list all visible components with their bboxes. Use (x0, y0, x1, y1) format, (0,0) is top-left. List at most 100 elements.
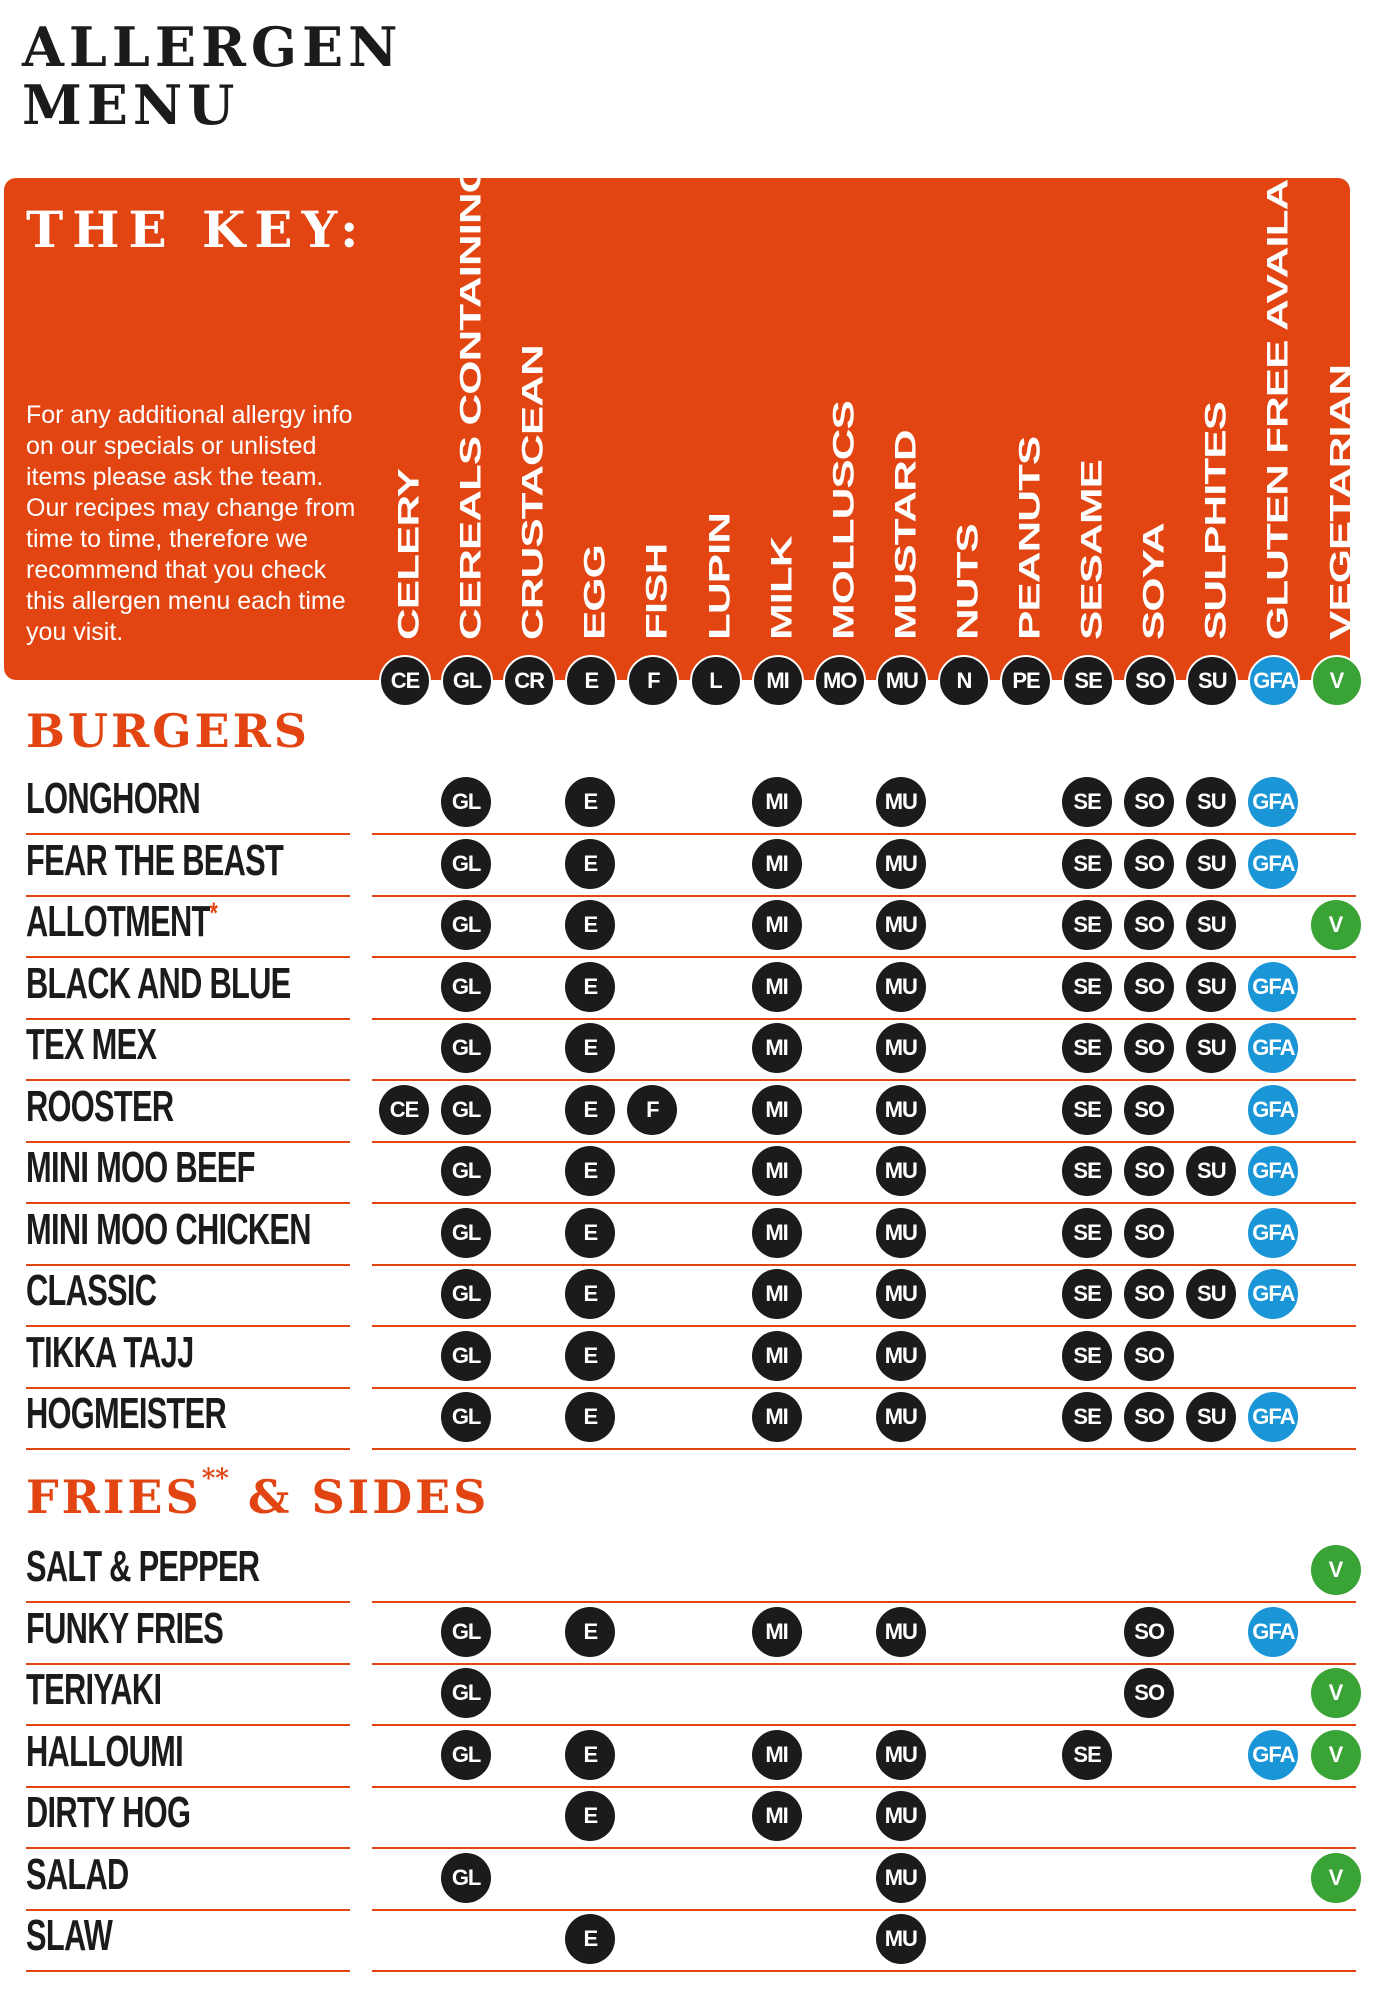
menu-item-name-text: MINI MOO CHICKEN (26, 1204, 312, 1254)
row-divider (372, 1079, 1356, 1081)
allergen-badge-gfa: GFA (1248, 1606, 1299, 1657)
allergen-badge-gfa: GFA (1248, 1023, 1299, 1073)
row-divider (372, 1325, 1356, 1327)
key-badge-ce: CE (379, 655, 431, 707)
title-line-2: MENU (22, 73, 240, 137)
allergen-badge-se: SE (1062, 1084, 1113, 1135)
allergen-badge-se: SE (1062, 961, 1113, 1012)
allergen-badge-se: SE (1062, 900, 1113, 950)
section-title-text: FRIES (26, 1470, 202, 1524)
allergen-badge-so: SO (1124, 1084, 1175, 1135)
allergen-badge-mu: MU (875, 838, 926, 889)
allergen-badge-so: SO (1124, 1023, 1175, 1073)
allergen-badge-gfa: GFA (1248, 961, 1299, 1012)
key-badge-e: E (565, 655, 618, 707)
row-divider (372, 1017, 1356, 1020)
allergen-badge-mu: MU (875, 1729, 926, 1780)
allergen-badge-e: E (565, 1392, 616, 1442)
row-divider (372, 833, 1356, 835)
key-badge-gl: GL (441, 655, 494, 707)
row-divider (26, 956, 350, 958)
allergen-badge-mu: MU (875, 961, 926, 1012)
key-badge-cr: CR (503, 655, 556, 707)
row-divider (26, 1079, 350, 1081)
allergen-badge-so: SO (1124, 1330, 1175, 1381)
allergen-badge-e: E (565, 1146, 616, 1196)
menu-item-name-text: HOGMEISTER (26, 1389, 227, 1438)
allergen-badge-su: SU (1186, 1023, 1237, 1073)
menu-item-name-text: FEAR THE BEAST (26, 835, 284, 885)
allergen-badge-e: E (565, 961, 616, 1012)
allergen-badge-e: E (565, 1023, 616, 1073)
allergen-badge-mi: MI (751, 961, 802, 1012)
allergen-badge-gfa: GFA (1248, 1729, 1299, 1780)
key-badge-mu: MU (875, 655, 928, 707)
key-badge-mo: MO (813, 655, 866, 707)
allergen-badge-mi: MI (751, 1269, 802, 1319)
allergen-badge-e: E (565, 1914, 616, 1964)
allergen-badge-gfa: GFA (1248, 838, 1299, 889)
row-divider (26, 1140, 350, 1143)
row-divider (26, 894, 350, 897)
row-divider (26, 1601, 350, 1603)
row-divider (372, 1140, 1356, 1143)
allergen-badge-mu: MU (875, 1330, 926, 1381)
key-badge-mi: MI (751, 655, 804, 707)
allergen-badge-se: SE (1062, 1207, 1113, 1258)
allergen-badge-se: SE (1062, 1729, 1113, 1780)
allergen-badge-so: SO (1124, 1269, 1175, 1319)
menu-item-name: ALLOTMENT* (26, 897, 253, 947)
allergen-badge-mu: MU (875, 1023, 926, 1073)
allergen-badge-v: V (1310, 900, 1361, 950)
row-divider (372, 1386, 1356, 1389)
allergen-badge-gl: GL (441, 777, 492, 827)
allergen-badge-mu: MU (875, 1146, 926, 1196)
allergen-badge-se: SE (1062, 1392, 1113, 1442)
menu-item-name: TIKKA TAJJ (26, 1328, 253, 1378)
allergen-badge-mu: MU (875, 1606, 926, 1657)
allergen-badge-gfa: GFA (1248, 1207, 1299, 1258)
allergen-badge-e: E (565, 838, 616, 889)
row-divider (26, 833, 350, 835)
menu-item-name-text: DIRTY HOG (26, 1788, 191, 1837)
section-title-footnote-mark: ** (201, 1464, 229, 1494)
row-divider (372, 1908, 1356, 1911)
key-badge-l: L (689, 655, 742, 707)
row-divider (372, 1785, 1356, 1788)
allergen-badge-gl: GL (441, 1668, 492, 1718)
allergen-badge-su: SU (1186, 1392, 1237, 1442)
menu-item-name-text: ROOSTER (26, 1081, 174, 1131)
row-divider (372, 1662, 1356, 1665)
allergen-badge-so: SO (1124, 838, 1175, 889)
allergen-badge-e: E (565, 1207, 616, 1258)
allergen-badge-v: V (1310, 1668, 1361, 1718)
allergen-badge-gl: GL (441, 1084, 492, 1135)
allergen-badge-gfa: GFA (1248, 1392, 1299, 1442)
menu-item-name: SALT & PEPPER (26, 1542, 260, 1592)
row-divider (372, 1724, 1356, 1726)
menu-item-name-text: BLACK AND BLUE (26, 958, 291, 1008)
allergen-badge-se: SE (1062, 1330, 1113, 1381)
allergen-badge-se: SE (1062, 1023, 1113, 1073)
allergen-badge-gfa: GFA (1248, 1084, 1299, 1135)
allergen-badge-gl: GL (441, 1146, 492, 1196)
allergen-badge-so: SO (1124, 900, 1175, 950)
section-title: BURGERS (26, 704, 310, 758)
allergen-badge-se: SE (1062, 1269, 1113, 1319)
row-divider (26, 1847, 350, 1849)
menu-item-name-text: TIKKA TAJJ (26, 1327, 194, 1377)
row-divider (26, 1263, 350, 1266)
allergen-badge-mi: MI (751, 900, 802, 950)
menu-item-name: CLASSIC (26, 1266, 253, 1316)
allergen-badge-gl: GL (441, 1269, 492, 1319)
row-divider (26, 1785, 350, 1788)
menu-item-name: BLACK AND BLUE (26, 959, 291, 1009)
allergen-badge-mu: MU (875, 1207, 926, 1258)
row-divider (26, 1325, 350, 1327)
allergen-badge-mu: MU (875, 777, 926, 827)
key-badge-gfa: GFA (1248, 655, 1301, 707)
allergen-badge-su: SU (1186, 1269, 1237, 1319)
row-divider (26, 1724, 350, 1726)
allergen-badge-so: SO (1124, 1668, 1175, 1718)
menu-item-name: LONGHORN (26, 774, 253, 824)
